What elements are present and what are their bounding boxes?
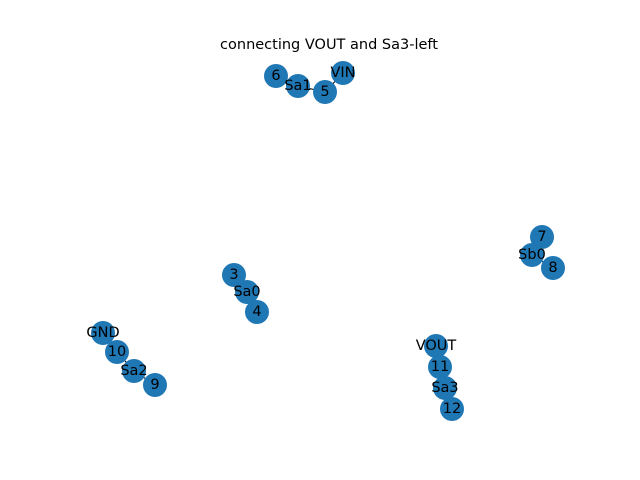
node-label-sa0: Sa0 bbox=[233, 284, 260, 300]
node-vout bbox=[424, 334, 448, 358]
node-sa1 bbox=[286, 74, 310, 98]
node-8 bbox=[541, 256, 565, 280]
node-sa2 bbox=[122, 359, 146, 383]
node-label-4: 4 bbox=[252, 304, 261, 320]
node-label-7: 7 bbox=[537, 229, 546, 245]
node-7 bbox=[530, 225, 554, 249]
node-label-10: 10 bbox=[108, 344, 126, 360]
node-vin bbox=[331, 61, 355, 85]
node-10 bbox=[105, 340, 129, 364]
node-sb0 bbox=[520, 243, 544, 267]
node-label-vin: VIN bbox=[330, 65, 355, 81]
node-label-8: 8 bbox=[548, 260, 557, 276]
node-label-12: 12 bbox=[443, 401, 461, 417]
node-sa0 bbox=[235, 280, 259, 304]
node-sa3 bbox=[433, 376, 457, 400]
node-label-sa2: Sa2 bbox=[120, 363, 147, 379]
node-label-9: 9 bbox=[150, 377, 159, 393]
node-label-6: 6 bbox=[271, 68, 280, 84]
node-label-11: 11 bbox=[431, 359, 449, 375]
node-5 bbox=[313, 80, 337, 104]
node-9 bbox=[143, 373, 167, 397]
nodes-layer bbox=[91, 61, 565, 421]
node-label-sa1: Sa1 bbox=[284, 78, 311, 94]
node-6 bbox=[264, 64, 288, 88]
node-label-5: 5 bbox=[320, 84, 329, 100]
node-label-gnd: GND bbox=[86, 325, 119, 341]
node-12 bbox=[440, 397, 464, 421]
node-4 bbox=[245, 300, 269, 324]
node-gnd bbox=[91, 321, 115, 345]
node-3 bbox=[222, 263, 246, 287]
graph-title: connecting VOUT and Sa3-left bbox=[220, 37, 438, 53]
node-label-sa3: Sa3 bbox=[431, 380, 458, 396]
node-label-3: 3 bbox=[229, 267, 238, 283]
node-label-vout: VOUT bbox=[416, 338, 457, 354]
node-label-sb0: Sb0 bbox=[518, 247, 546, 263]
node-11 bbox=[428, 355, 452, 379]
